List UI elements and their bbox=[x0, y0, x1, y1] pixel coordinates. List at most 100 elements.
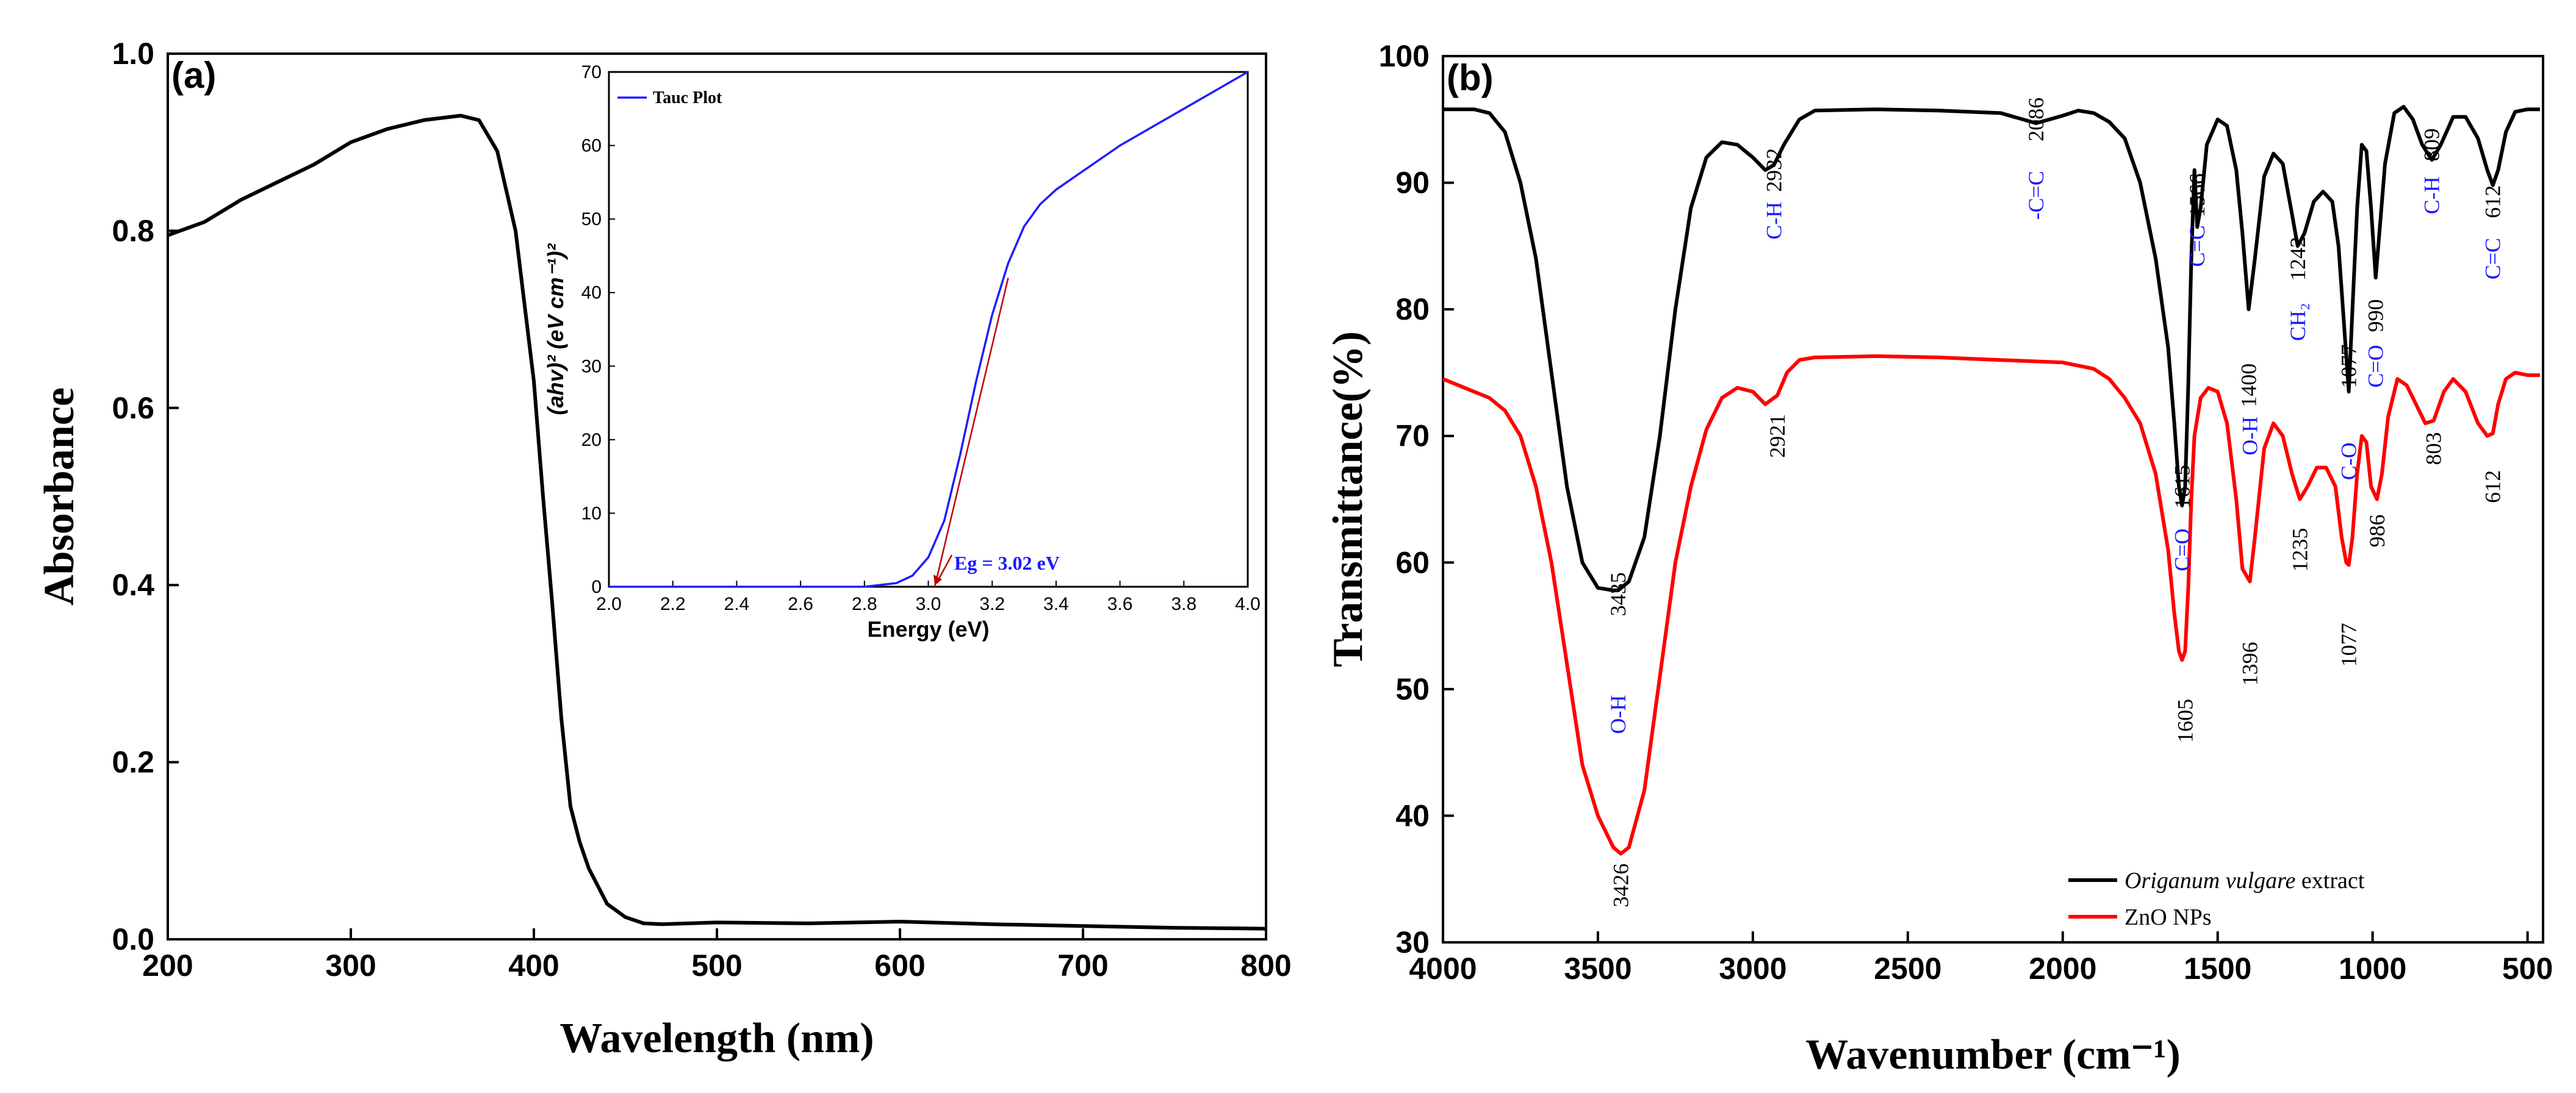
inset-x-tick-label: 2.8 bbox=[852, 594, 877, 614]
inset-y-tick-label: 0 bbox=[591, 577, 602, 597]
inset-y-tick-label: 10 bbox=[581, 503, 602, 523]
legend-label-zno: ZnO NPs bbox=[2124, 905, 2212, 930]
x-tick-label: 1000 bbox=[2339, 951, 2406, 986]
inset-x-tick-label: 3.8 bbox=[1171, 594, 1196, 614]
zno-nps-series-line bbox=[1442, 354, 2540, 856]
peak-annotation: 1396 bbox=[2238, 642, 2262, 686]
inset-x-tick-label: 2.4 bbox=[724, 594, 750, 614]
inset-frame bbox=[608, 71, 1249, 588]
panel-a: 200 300 400 500 600 700 8000.00.20.40.60.81.0W… bbox=[36, 37, 1292, 1062]
inset-x-tick-label: 3.2 bbox=[979, 594, 1005, 614]
inset-x-axis-title: Energy (eV) bbox=[867, 617, 989, 642]
legend-suffix-part: extract bbox=[2295, 868, 2364, 894]
tauc-linear-fit-line bbox=[934, 278, 1009, 587]
peak-annotation: C=O bbox=[2364, 345, 2388, 387]
legend-label-extract: Origanum vulgare extract bbox=[2124, 868, 2365, 894]
y-tick-label: 50 bbox=[1395, 672, 1430, 706]
inset-x-tick-label: 3.0 bbox=[916, 594, 941, 614]
peak-annotation: 2086 bbox=[2024, 98, 2048, 142]
peak-annotation: 2932 bbox=[1761, 148, 1786, 192]
eg-annotation: Eg = 3.02 eV bbox=[954, 552, 1060, 574]
peak-annotation: 3426 bbox=[1609, 864, 1633, 908]
x-tick-label: 1500 bbox=[2184, 951, 2251, 986]
peak-annotation: 1242 bbox=[2286, 237, 2310, 281]
panel-label-a: (a) bbox=[171, 55, 216, 96]
peak-annotation: O-H bbox=[1606, 695, 1630, 734]
inset-y-tick-label: 20 bbox=[581, 430, 602, 450]
x-tick-label: 500 bbox=[2502, 951, 2553, 986]
peak-annotation: C-H bbox=[1761, 202, 1786, 240]
y-tick-label: 60 bbox=[1395, 545, 1430, 579]
absorbance-series-line bbox=[167, 113, 1267, 931]
peak-annotation: 612 bbox=[2481, 470, 2505, 503]
inset-y-tick-label: 30 bbox=[581, 356, 602, 376]
inset-y-tick-label: 70 bbox=[581, 62, 602, 82]
inset-y-tick-label: 40 bbox=[581, 283, 602, 303]
inset-x-tick-label: 2.0 bbox=[596, 594, 622, 614]
tauc-series-line bbox=[609, 71, 1248, 588]
y-tick-label: 100 bbox=[1379, 39, 1430, 73]
x-axis-title: Wavenumber (cm⁻¹) bbox=[1805, 1031, 2181, 1078]
peak-annotation: C=O bbox=[2170, 528, 2194, 571]
legend-italic-part: Origanum vulgare bbox=[2124, 868, 2296, 894]
peak-annotation: 990 bbox=[2364, 299, 2388, 332]
peak-annotation: 803 bbox=[2422, 432, 2446, 465]
eg-arrow-head bbox=[933, 575, 942, 586]
y-tick-label: 90 bbox=[1395, 166, 1430, 200]
y-tick-label: 0.4 bbox=[112, 568, 154, 602]
peak-annotation: C-H bbox=[2420, 176, 2444, 214]
x-tick-label: 4000 bbox=[1409, 951, 1477, 986]
x-tick-label: 200 bbox=[142, 948, 193, 983]
peak-annotation: 809 bbox=[2420, 128, 2444, 161]
peak-annotation: C-O bbox=[2337, 442, 2361, 480]
panel-b-frame bbox=[1442, 55, 2544, 944]
inset-tauc-plot: 2.0 2.2 2.4 2.6 2.8 3.0 3.2 3.4 3.6 3.8 4.0 0 10 20 30… bbox=[543, 62, 1261, 642]
inset-x-tick-label: 2.2 bbox=[660, 594, 686, 614]
y-tick-label: 80 bbox=[1395, 292, 1430, 326]
inset-x-tick-label: 3.6 bbox=[1107, 594, 1133, 614]
inset-y-tick-label: 50 bbox=[581, 209, 602, 229]
peak-annotation: 986 bbox=[2365, 514, 2389, 547]
peak-annotation: 1077 bbox=[2337, 345, 2361, 389]
peak-annotation: 3435 bbox=[1606, 572, 1630, 616]
peak-annotation: C=C bbox=[2481, 238, 2505, 279]
x-tick-label: 2000 bbox=[2029, 951, 2096, 986]
peak-annotation: 1235 bbox=[2287, 528, 2312, 572]
origanum-extract-series-line bbox=[1443, 105, 2540, 592]
inset-legend-label: Tauc Plot bbox=[653, 88, 722, 107]
y-tick-label: 1.0 bbox=[112, 37, 154, 71]
y-tick-label: 0.0 bbox=[112, 922, 154, 956]
x-tick-label: 500 bbox=[691, 948, 742, 983]
y-tick-label: 30 bbox=[1395, 925, 1430, 959]
peak-annotation: -C=C bbox=[2024, 171, 2048, 220]
x-tick-label: 3500 bbox=[1564, 951, 1632, 986]
y-tick-label: 70 bbox=[1395, 419, 1430, 453]
inset-x-tick-label: 3.4 bbox=[1043, 594, 1069, 614]
x-tick-label: 700 bbox=[1057, 948, 1108, 983]
y-tick-label: 0.8 bbox=[112, 213, 154, 248]
panel-b: 4000 3500 3000 2500 2000 1500 1000 500 30 40 50 60 7… bbox=[1325, 39, 2553, 1078]
x-tick-label: 600 bbox=[874, 948, 925, 983]
y-axis-title: Transmittance(%) bbox=[1325, 331, 1372, 667]
peak-annotation: 1605 bbox=[2173, 699, 2197, 743]
peak-annotation: C=C bbox=[2185, 225, 2209, 267]
peak-annotation: 1077 bbox=[2337, 623, 2361, 667]
inset-x-tick-label: 2.6 bbox=[788, 594, 813, 614]
peak-annotation: 2921 bbox=[1765, 414, 1790, 458]
y-tick-label: 40 bbox=[1395, 798, 1430, 833]
legend: Origanum vulgare extract ZnO NPs bbox=[2068, 868, 2365, 930]
x-tick-label: 2500 bbox=[1874, 951, 1941, 986]
peak-annotation: 1615 bbox=[2170, 465, 2194, 509]
y-tick-label: 0.6 bbox=[112, 391, 154, 425]
peak-annotation: O-H bbox=[2238, 417, 2262, 456]
inset-y-axis-title: (ahv)² (eV cm⁻¹)² bbox=[543, 243, 568, 415]
x-tick-label: 300 bbox=[325, 948, 376, 983]
peak-annotation: 1400 bbox=[2237, 364, 2261, 407]
x-tick-label: 400 bbox=[508, 948, 559, 983]
x-tick-label: 800 bbox=[1240, 948, 1291, 983]
inset-x-tick-label: 4.0 bbox=[1235, 594, 1261, 614]
y-tick-label: 0.2 bbox=[112, 745, 154, 779]
x-axis-title: Wavelength (nm) bbox=[559, 1015, 874, 1062]
inset-y-tick-label: 60 bbox=[581, 136, 602, 156]
